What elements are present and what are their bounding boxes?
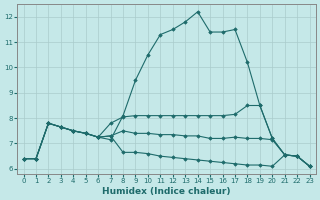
X-axis label: Humidex (Indice chaleur): Humidex (Indice chaleur) [102,187,231,196]
